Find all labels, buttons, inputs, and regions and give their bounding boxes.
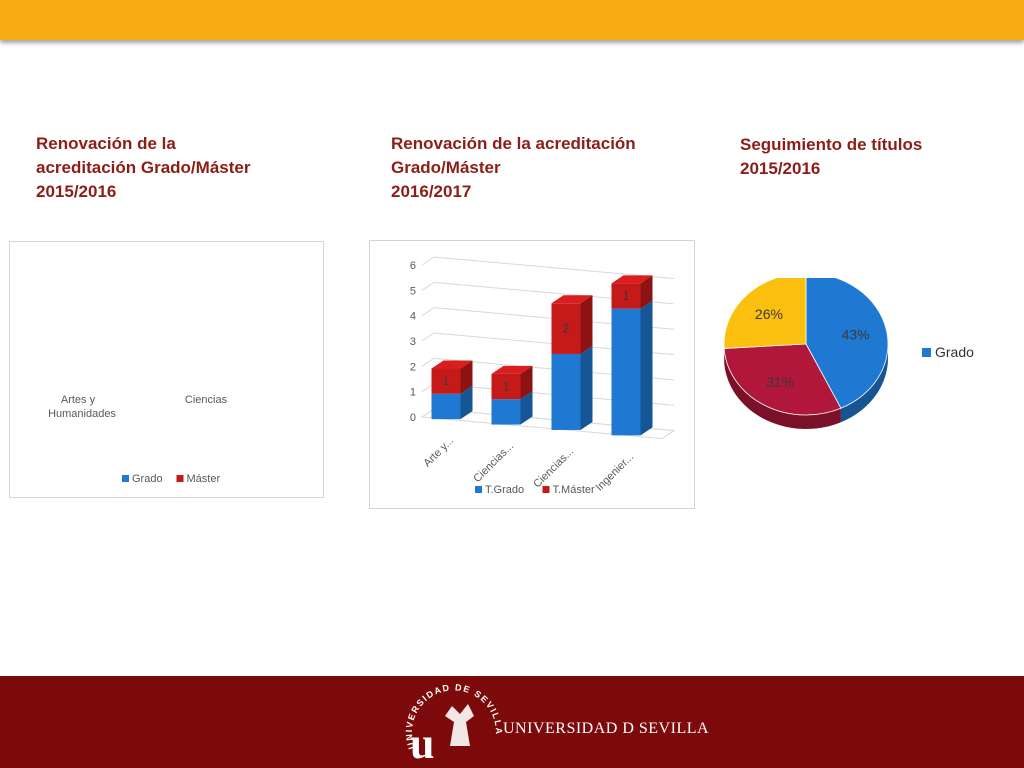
bar-tgrado-segment: [611, 300, 653, 436]
chart1-title-line: 2015/2016: [36, 182, 117, 201]
pie-slice: [723, 343, 842, 416]
data-label: 1: [503, 380, 510, 394]
bar-tgrado-segment: [491, 391, 533, 425]
university-seal: UNIVERSIDAD DE SEVILLA u: [404, 682, 503, 768]
pie-slice-side: [724, 348, 841, 429]
pie-data-label: 26%: [755, 306, 783, 322]
grid-line: [433, 256, 675, 280]
y-tick-label: 0: [410, 412, 416, 424]
grid-line: [421, 357, 435, 367]
svg-text:T.Grado: T.Grado: [485, 484, 524, 496]
top-accent-bar: [0, 0, 1024, 40]
legend-item: T.Grado: [475, 484, 524, 496]
chart-floor: [420, 408, 676, 440]
pie-slice: [805, 278, 889, 409]
y-tick-label: 3: [410, 336, 416, 348]
x-category-label: Arte y...: [421, 435, 456, 470]
grid-line: [421, 332, 435, 342]
pie-data-label: 31%: [766, 374, 794, 390]
data-label: 1: [443, 374, 450, 388]
university-name: UNIVERSIDAD D SEVILLA: [503, 720, 710, 737]
pie-legend-item: Grado: [922, 344, 974, 360]
y-tick-label: 4: [410, 311, 416, 323]
x-category-label: Ciencias...: [471, 440, 516, 485]
chart3-svg: 43% 31% 26% Grado: [723, 278, 974, 429]
chart2-title: Renovación de la acreditación Grado/Mást…: [391, 132, 636, 204]
legend-item: T.Máster: [542, 484, 596, 496]
chart1-box: 05101520258Artes yHumanidades517Ciencias…: [9, 241, 324, 498]
bar-tgrado-segment: [551, 345, 593, 430]
bar-tgrado-segment: [431, 385, 473, 420]
svg-text:Máster: Máster: [187, 473, 221, 485]
svg-text:Grado: Grado: [935, 344, 974, 360]
svg-text:T.Máster: T.Máster: [553, 484, 596, 496]
bar-tmster-segment: [431, 360, 473, 394]
grid-line: [421, 307, 435, 317]
x-category-label: Ciencias: [185, 394, 228, 406]
bar-tmster-segment: [611, 275, 653, 309]
chart1-title: Renovación de la acreditación Grado/Mást…: [36, 132, 250, 204]
bar-tmster-segment: [491, 365, 533, 400]
pie-slice: [723, 278, 807, 349]
seal-emblem-icon: [445, 704, 474, 746]
x-category-label: Artes y: [61, 394, 96, 406]
x-category-label: Humanidades: [48, 408, 116, 420]
chart3-title-line: 2015/2016: [740, 159, 821, 178]
y-tick-label: 6: [410, 260, 416, 272]
grid-line: [421, 281, 435, 291]
data-label: 1: [623, 289, 630, 303]
data-label: 2: [563, 322, 570, 336]
footer-bar: UNIVERSIDAD DE SEVILLA u UNIVERSIDAD D S…: [0, 676, 1024, 768]
bar-tmster-segment: [551, 295, 593, 354]
y-tick-label: 2: [410, 361, 416, 373]
legend-item: Máster: [176, 473, 221, 485]
svg-text:Grado: Grado: [132, 473, 163, 485]
y-tick-label: 1: [410, 387, 416, 399]
seal-monogram: u: [410, 719, 434, 768]
chart3-title: Seguimiento de títulos 2015/2016: [740, 133, 922, 181]
x-category-label: Ingenier...: [593, 451, 636, 494]
legend-item: Grado: [122, 473, 163, 485]
chart1-svg: 05101520258Artes yHumanidades517Ciencias…: [48, 394, 228, 485]
chart1-title-line: Renovación de la: [36, 134, 176, 153]
pie-data-label: 43%: [842, 326, 870, 342]
chart3-title-line: Seguimiento de títulos: [740, 135, 923, 154]
y-tick-label: 5: [410, 285, 416, 297]
chart1-title-line: acreditación Grado/Máster: [36, 158, 251, 177]
grid-line: [421, 256, 435, 266]
chart2-title-line: Renovación de la acreditación: [391, 134, 636, 153]
chart2-box: 0 1 2 3 4 5 6 1 Arte y... 1 Ciencias... 2 Ciencias..…: [369, 240, 695, 509]
chart2-title-line: 2016/2017: [391, 182, 472, 201]
chart2-title-line: Grado/Máster: [391, 158, 501, 177]
